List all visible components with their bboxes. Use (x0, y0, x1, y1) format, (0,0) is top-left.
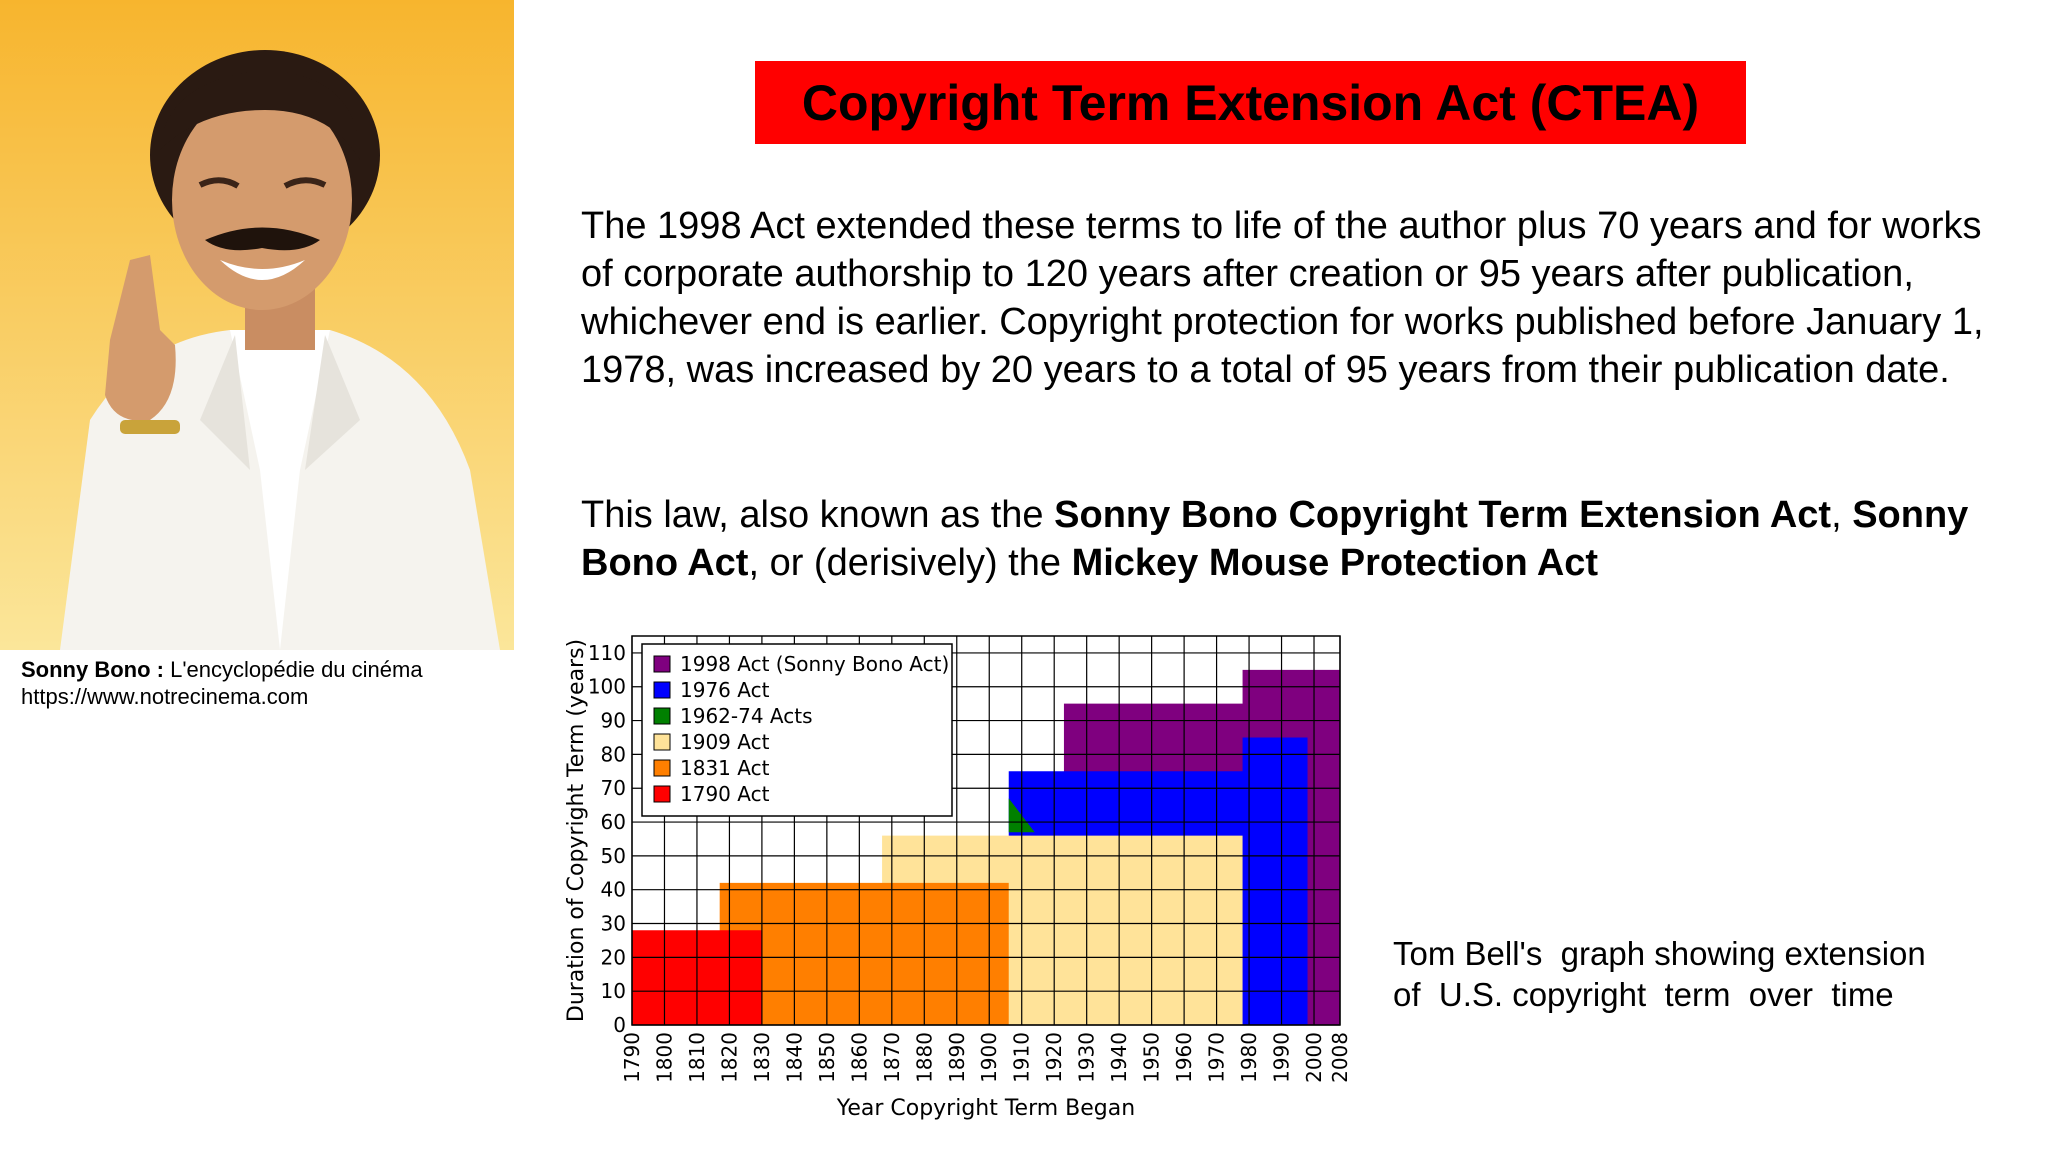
x-tick-label: 1790 (620, 1032, 644, 1083)
paragraph-2: This law, also known as the Sonny Bono C… (581, 491, 2001, 587)
y-tick-label: 70 (601, 776, 626, 800)
y-tick-label: 80 (601, 742, 626, 766)
x-tick-label: 1810 (685, 1032, 709, 1083)
y-axis-label: Duration of Copyright Term (years) (564, 639, 589, 1022)
copyright-term-chart: 0 10 20 30 40 50 60 70 80 90 100 110 1790 1800 1810 182… (555, 620, 1355, 1125)
x-tick-label: 2000 (1302, 1032, 1326, 1083)
x-tick-label: 1820 (717, 1032, 741, 1083)
legend-swatch (653, 655, 671, 673)
x-tick-label: 1940 (1107, 1032, 1131, 1083)
series-1831-act-area (719, 882, 1009, 1025)
legend-label: 1790 Act (680, 782, 770, 806)
y-tick-label: 0 (613, 1013, 626, 1037)
caption-url: https://www.notrecinema.com (21, 684, 309, 709)
plot-frame (631, 635, 1341, 1026)
x-tick-label: 1880 (912, 1032, 936, 1083)
x-axis-label: Year Copyright Term Began (836, 1096, 1135, 1121)
chart-caption: Tom Bell's graph showing extension of U.… (1393, 935, 1926, 1013)
legend-box (641, 643, 953, 817)
y-tick-label: 30 (601, 912, 626, 936)
x-tick-label: 1960 (1172, 1032, 1196, 1083)
x-tick-label: 1800 (652, 1032, 676, 1083)
paragraph-2-part-3: , or (derisively) the (748, 542, 1072, 584)
paragraph-2-part-1: This law, also known as the (581, 494, 1055, 536)
x-tick-label: 1990 (1270, 1032, 1294, 1083)
portrait-photo (0, 0, 514, 650)
photo-caption: Sonny Bono : L'encyclopédie du cinéma ht… (21, 656, 423, 710)
y-tick-label: 110 (588, 641, 626, 665)
portrait-icon (0, 0, 514, 650)
legend-swatch (653, 733, 671, 751)
x-tick-label: 1930 (1075, 1032, 1099, 1083)
page-title: Copyright Term Extension Act (CTEA) (801, 74, 1700, 131)
y-tick-label: 50 (601, 844, 626, 868)
paragraph-1: The 1998 Act extended these terms to lif… (581, 205, 1984, 391)
x-tick-label: 1860 (847, 1032, 871, 1083)
paragraph-2-bold-3: Mickey Mouse Protection Act (1071, 542, 1599, 584)
caption-name: Sonny Bono : (21, 657, 164, 682)
legend-label: 1962-74 Acts (680, 704, 813, 728)
legend-swatch (653, 707, 671, 725)
legend-label: 1976 Act (680, 678, 770, 702)
y-tick-label: 20 (601, 945, 626, 969)
y-tick-label: 90 (601, 709, 626, 733)
x-tick-label: 1870 (880, 1032, 904, 1083)
caption-source: L'encyclopédie du cinéma (163, 657, 423, 682)
paragraph-2-bold-2: Sonny Bono Act (581, 494, 1969, 584)
legend-swatch (653, 759, 671, 777)
legend-label: 1909 Act (680, 730, 770, 754)
x-tick-label: 1920 (1042, 1032, 1066, 1083)
y-tick-label: 10 (601, 979, 626, 1003)
x-tick-label: 1980 (1237, 1032, 1261, 1083)
legend-swatch (653, 785, 671, 803)
legend-label: 1998 Act (Sonny Bono Act) (680, 652, 949, 676)
chart-svg: 0 10 20 30 40 50 60 70 80 90 100 110 1790 1800 1810 182… (564, 635, 1352, 1121)
x-tick-label: 1850 (815, 1032, 839, 1083)
paragraph-2-part-2: , (1831, 494, 1853, 536)
paragraph-2-bold-1: Sonny Bono Copyright Term Extension Act (1054, 494, 1832, 536)
x-tick-label: 1910 (1010, 1032, 1034, 1083)
legend-swatch (653, 681, 671, 699)
x-tick-label: 1890 (945, 1032, 969, 1083)
title-banner: Copyright Term Extension Act (CTEA) (755, 61, 1746, 144)
x-tick-label: 1970 (1205, 1032, 1229, 1083)
legend-label: 1831 Act (680, 756, 770, 780)
x-tick-label: 2008 (1328, 1032, 1352, 1083)
y-tick-label: 60 (601, 810, 626, 834)
x-tick-label: 1830 (750, 1032, 774, 1083)
x-tick-label: 1950 (1140, 1032, 1164, 1083)
y-tick-label: 100 (588, 675, 626, 699)
y-tick-label: 40 (601, 878, 626, 902)
x-tick-label: 1840 (782, 1032, 806, 1083)
x-tick-label: 1900 (977, 1032, 1001, 1083)
